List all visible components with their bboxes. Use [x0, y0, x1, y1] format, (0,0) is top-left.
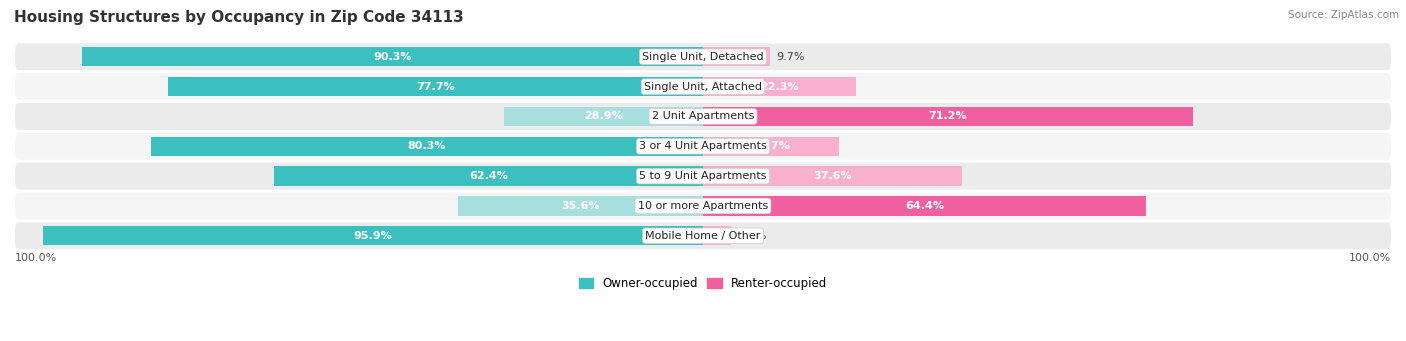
Text: Housing Structures by Occupancy in Zip Code 34113: Housing Structures by Occupancy in Zip C… — [14, 10, 464, 25]
Bar — [703, 47, 769, 66]
Text: Single Unit, Detached: Single Unit, Detached — [643, 52, 763, 62]
Bar — [703, 226, 731, 246]
FancyBboxPatch shape — [15, 103, 1391, 130]
Bar — [169, 77, 703, 96]
Bar — [458, 196, 703, 216]
Text: 71.2%: 71.2% — [928, 112, 967, 121]
Text: 62.4%: 62.4% — [470, 171, 508, 181]
Bar — [703, 107, 1192, 126]
Text: 28.9%: 28.9% — [585, 112, 623, 121]
FancyBboxPatch shape — [15, 43, 1391, 70]
Bar — [703, 196, 1146, 216]
FancyBboxPatch shape — [15, 73, 1391, 100]
Text: 10 or more Apartments: 10 or more Apartments — [638, 201, 768, 211]
Bar — [44, 226, 703, 246]
Text: Source: ZipAtlas.com: Source: ZipAtlas.com — [1288, 10, 1399, 20]
Bar — [274, 166, 703, 186]
Text: 77.7%: 77.7% — [416, 81, 456, 92]
Text: 64.4%: 64.4% — [905, 201, 943, 211]
Text: 22.3%: 22.3% — [761, 81, 799, 92]
Legend: Owner-occupied, Renter-occupied: Owner-occupied, Renter-occupied — [574, 272, 832, 295]
Text: 4.1%: 4.1% — [738, 231, 766, 241]
Text: 2 Unit Apartments: 2 Unit Apartments — [652, 112, 754, 121]
Bar — [82, 47, 703, 66]
Text: 37.6%: 37.6% — [813, 171, 852, 181]
FancyBboxPatch shape — [15, 133, 1391, 160]
Text: Mobile Home / Other: Mobile Home / Other — [645, 231, 761, 241]
Bar — [505, 107, 703, 126]
FancyBboxPatch shape — [15, 163, 1391, 190]
Text: 5 to 9 Unit Apartments: 5 to 9 Unit Apartments — [640, 171, 766, 181]
Text: 100.0%: 100.0% — [1348, 253, 1391, 263]
FancyBboxPatch shape — [15, 222, 1391, 249]
Text: 80.3%: 80.3% — [408, 141, 446, 151]
Text: Single Unit, Attached: Single Unit, Attached — [644, 81, 762, 92]
FancyBboxPatch shape — [15, 193, 1391, 219]
Text: 90.3%: 90.3% — [373, 52, 412, 62]
Text: 35.6%: 35.6% — [561, 201, 600, 211]
Text: 19.7%: 19.7% — [751, 141, 790, 151]
Text: 100.0%: 100.0% — [15, 253, 58, 263]
Bar — [703, 77, 856, 96]
Bar — [150, 137, 703, 156]
Bar — [703, 166, 962, 186]
Text: 3 or 4 Unit Apartments: 3 or 4 Unit Apartments — [640, 141, 766, 151]
Text: 9.7%: 9.7% — [776, 52, 806, 62]
Text: 95.9%: 95.9% — [354, 231, 392, 241]
Bar — [703, 137, 838, 156]
